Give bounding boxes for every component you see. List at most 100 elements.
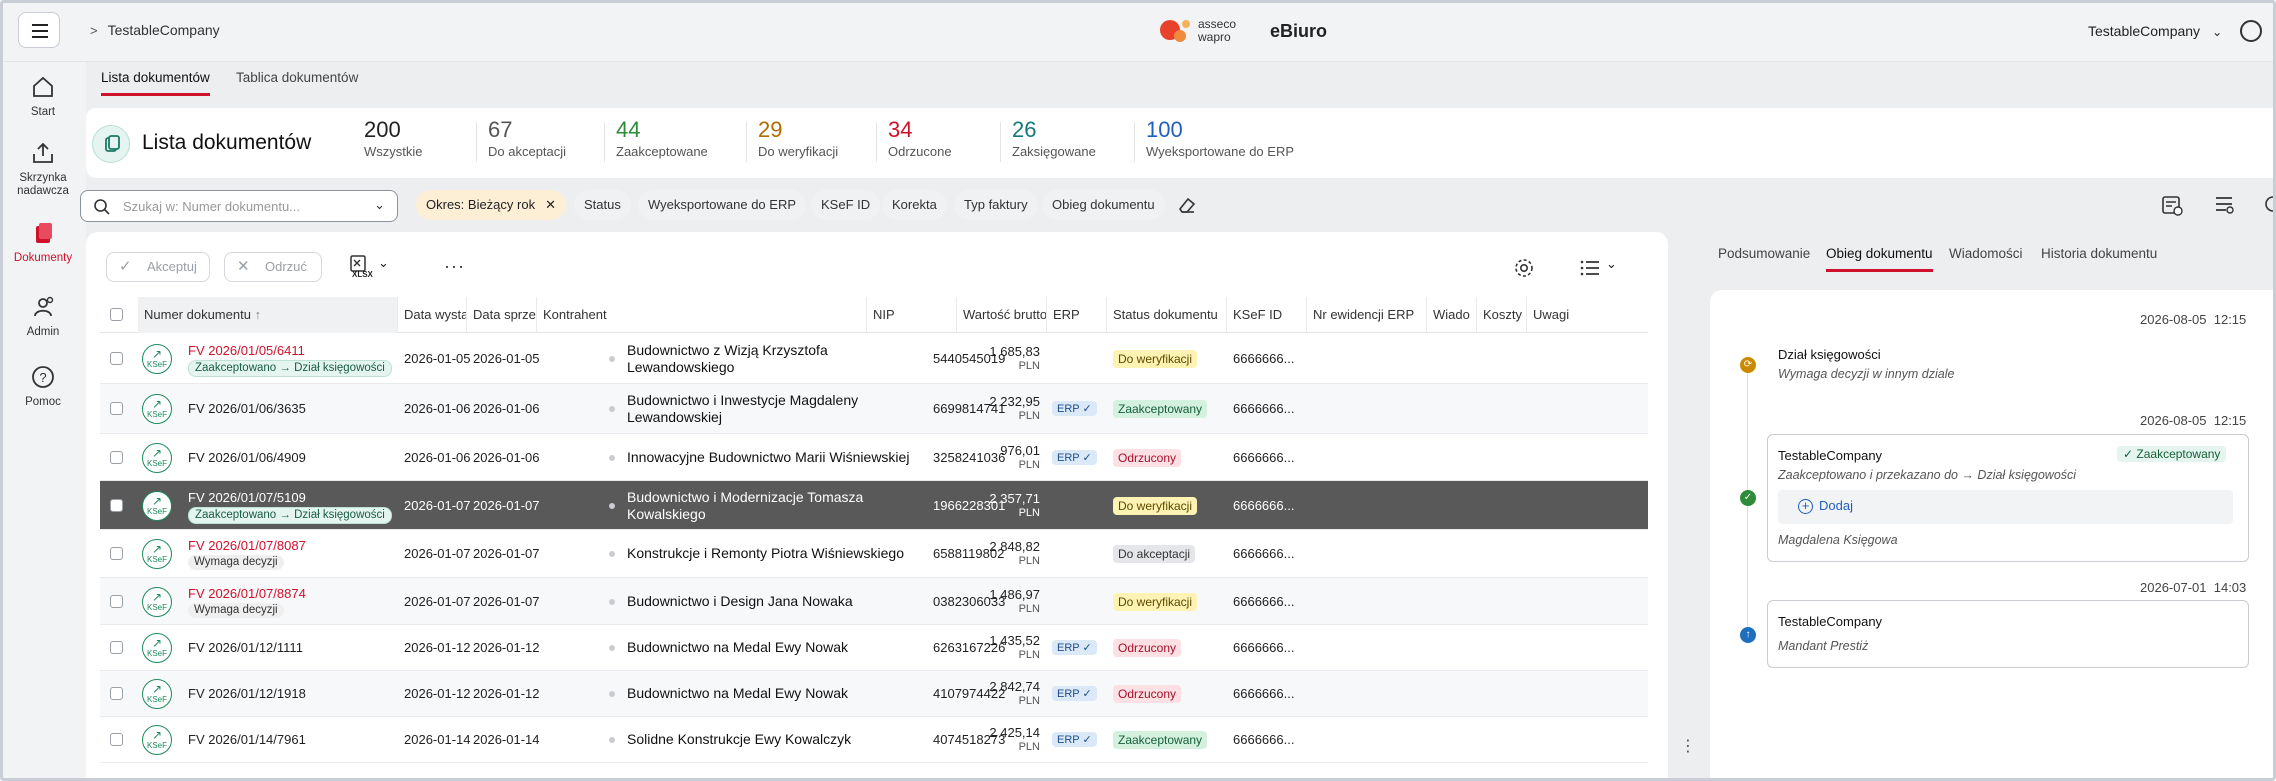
column-header-gross-value[interactable]: Wartość brutto [957, 297, 1047, 333]
document-number[interactable]: FV 2026/01/12/1111 [188, 640, 303, 655]
contractor-dot-icon [609, 645, 615, 651]
select-all-checkbox[interactable] [110, 308, 123, 321]
reject-button[interactable]: ✕ Odrzuć [224, 252, 322, 282]
tab-document-list[interactable]: Lista dokumentów [101, 70, 210, 96]
document-number[interactable]: FV 2026/01/12/1918 [188, 686, 306, 701]
stat-divider [746, 122, 747, 162]
sidebar-item-outbox[interactable]: Skrzynka nadawcza [0, 140, 86, 198]
column-header-erp-number[interactable]: Nr ewidencji ERP [1307, 297, 1427, 333]
ksef-id: 6666666... [1233, 351, 1295, 366]
sidebar-item-admin[interactable]: Admin [0, 294, 86, 339]
row-checkbox[interactable] [110, 402, 123, 415]
filter-chip-correction[interactable]: Korekta [882, 190, 947, 220]
column-header-contractor[interactable]: Kontrahent [537, 297, 867, 333]
column-header-erp[interactable]: ERP [1047, 297, 1107, 333]
panel-resize-handle[interactable]: ⋮ [1680, 738, 1696, 755]
search-panel-icon[interactable] [2262, 193, 2276, 217]
table-row[interactable]: ↗ KSeF FV 2026/01/07/8087 Wymaga decyzji 202… [100, 530, 1648, 578]
sidebar-item-documents[interactable]: Dokumenty [0, 220, 86, 265]
stat-booked[interactable]: 26 Zaksięgowane [1000, 118, 1096, 162]
filter-chip-period[interactable]: Okres: Bieżący rok ✕ [416, 190, 566, 220]
table-row[interactable]: ↗ KSeF FV 2026/01/07/8874 Wymaga decyzji 202… [100, 578, 1648, 625]
row-checkbox[interactable] [110, 499, 123, 512]
filter-chip-ksef-id[interactable]: KSeF ID [811, 190, 881, 220]
tab-summary[interactable]: Podsumowanie [1718, 246, 1811, 261]
user-icon[interactable] [2240, 20, 2262, 42]
document-number[interactable]: FV 2026/01/07/8087 [188, 538, 306, 553]
breadcrumb[interactable]: > TestableCompany [90, 22, 220, 38]
document-number[interactable]: FV 2026/01/07/5109 [188, 490, 306, 505]
filter-chip-invoice-type[interactable]: Typ faktury [954, 190, 1038, 220]
tab-workflow[interactable]: Obieg dokumentu [1826, 246, 1933, 272]
stat-to-accept[interactable]: 67 Do akceptacji [476, 118, 566, 162]
stat-divider [1134, 122, 1135, 162]
gross-value: 2 357,71 PLN [960, 492, 1040, 520]
eraser-icon[interactable] [1176, 194, 1198, 216]
column-header-sale-date[interactable]: Data sprzedaż [467, 297, 537, 333]
row-checkbox[interactable] [110, 641, 123, 654]
stat-all[interactable]: 200 Wszystkie [364, 118, 423, 160]
company-selector[interactable]: TestableCompany ⌄ [2088, 23, 2222, 39]
table-row[interactable]: ↗ KSeF FV 2026/01/06/4909 2026-01-06 2026-01… [100, 434, 1648, 481]
stat-accepted[interactable]: 44 Zaakceptowane [604, 118, 708, 162]
page-title: Lista dokumentów [142, 131, 312, 154]
ksef-label: KSeF [146, 603, 167, 612]
column-header-number[interactable]: Numer dokumentu ↑ [138, 297, 398, 333]
document-number[interactable]: FV 2026/01/14/7961 [188, 732, 306, 747]
row-checkbox[interactable] [110, 547, 123, 560]
export-xlsx-button[interactable]: XLSX ⌄ [348, 254, 396, 284]
table-row[interactable]: ↗ KSeF FV 2026/01/05/6411 Zaakceptowano → D… [100, 334, 1648, 384]
column-header-nip[interactable]: NIP [867, 297, 957, 333]
accept-button[interactable]: ✓ Akceptuj [106, 252, 210, 282]
sidebar-item-help[interactable]: ? Pomoc [0, 364, 86, 409]
column-header-notes[interactable]: Uwagi [1533, 307, 1570, 322]
export-report-icon[interactable] [2160, 193, 2184, 217]
search-input[interactable]: Szukaj w: Numer dokumentu... ⌄ [80, 190, 398, 222]
columns-settings-icon[interactable] [2212, 193, 2236, 217]
row-checkbox[interactable] [110, 733, 123, 746]
status-badge: Zaakceptowany [1113, 731, 1208, 749]
close-icon[interactable]: ✕ [545, 197, 556, 212]
view-mode-selector[interactable]: ⌄ [1578, 256, 1622, 280]
ksef-id: 6666666... [1233, 401, 1295, 416]
filter-chip-workflow[interactable]: Obieg dokumentu [1042, 190, 1165, 220]
menu-icon[interactable] [18, 12, 60, 48]
row-checkbox[interactable] [110, 687, 123, 700]
row-checkbox[interactable] [110, 595, 123, 608]
document-number[interactable]: FV 2026/01/06/3635 [188, 401, 306, 416]
column-header-ksef-id[interactable]: KSeF ID [1227, 297, 1307, 333]
add-button[interactable]: + Dodaj [1798, 498, 1853, 514]
stat-rejected[interactable]: 34 Odrzucone [876, 118, 952, 162]
stat-exported[interactable]: 100 Wyeksportowane do ERP [1134, 118, 1294, 162]
row-checkbox[interactable] [110, 352, 123, 365]
document-number[interactable]: FV 2026/01/07/8874 [188, 586, 306, 601]
contractor-name: Konstrukcje i Remonty Piotra Wiśniewskie… [627, 545, 904, 561]
more-actions-button[interactable]: ··· [444, 256, 465, 276]
sidebar-item-start[interactable]: Start [0, 74, 86, 119]
table-row[interactable]: ↗ KSeF FV 2026/01/07/5109 Zaakceptowano → D… [100, 481, 1648, 530]
document-number[interactable]: FV 2026/01/05/6411 [188, 343, 305, 358]
stat-to-verify[interactable]: 29 Do weryfikacji [746, 118, 838, 162]
tab-history[interactable]: Historia dokumentu [2041, 246, 2158, 261]
tab-messages[interactable]: Wiadomości [1949, 246, 2023, 261]
column-header-costs[interactable]: Koszty [1477, 297, 1527, 333]
sale-date: 2026-01-14 [473, 732, 540, 747]
filter-chip-erp-export[interactable]: Wyeksportowane do ERP [638, 190, 807, 220]
workflow-substatus: Zaakceptowano → Dział księgowości [188, 507, 392, 524]
row-checkbox[interactable] [110, 451, 123, 464]
column-header-status[interactable]: Status dokumentu [1107, 297, 1227, 333]
sidebar-item-label-line2: nadawcza [17, 185, 69, 197]
table-row[interactable]: ↗ KSeF FV 2026/01/14/7961 2026-01-14 2026-01… [100, 717, 1648, 763]
stat-label: Wszystkie [364, 144, 423, 159]
column-header-issue-date[interactable]: Data wystawie [398, 297, 467, 333]
filter-chip-status[interactable]: Status [574, 190, 631, 220]
table-row[interactable]: ↗ KSeF FV 2026/01/12/1111 2026-01-12 2026-01… [100, 625, 1648, 671]
table-row[interactable]: ↗ KSeF FV 2026/01/12/1918 2026-01-12 2026-01… [100, 671, 1648, 717]
gross-value: 976,01 PLN [960, 444, 1040, 472]
amount-currency: PLN [1018, 741, 1040, 753]
table-row[interactable]: ↗ KSeF FV 2026/01/06/3635 2026-01-06 2026-01… [100, 384, 1648, 434]
document-number[interactable]: FV 2026/01/06/4909 [188, 450, 306, 465]
tab-document-board[interactable]: Tablica dokumentów [236, 70, 359, 85]
column-header-messages[interactable]: Wiado [1427, 297, 1477, 333]
gear-icon[interactable] [1512, 256, 1536, 280]
